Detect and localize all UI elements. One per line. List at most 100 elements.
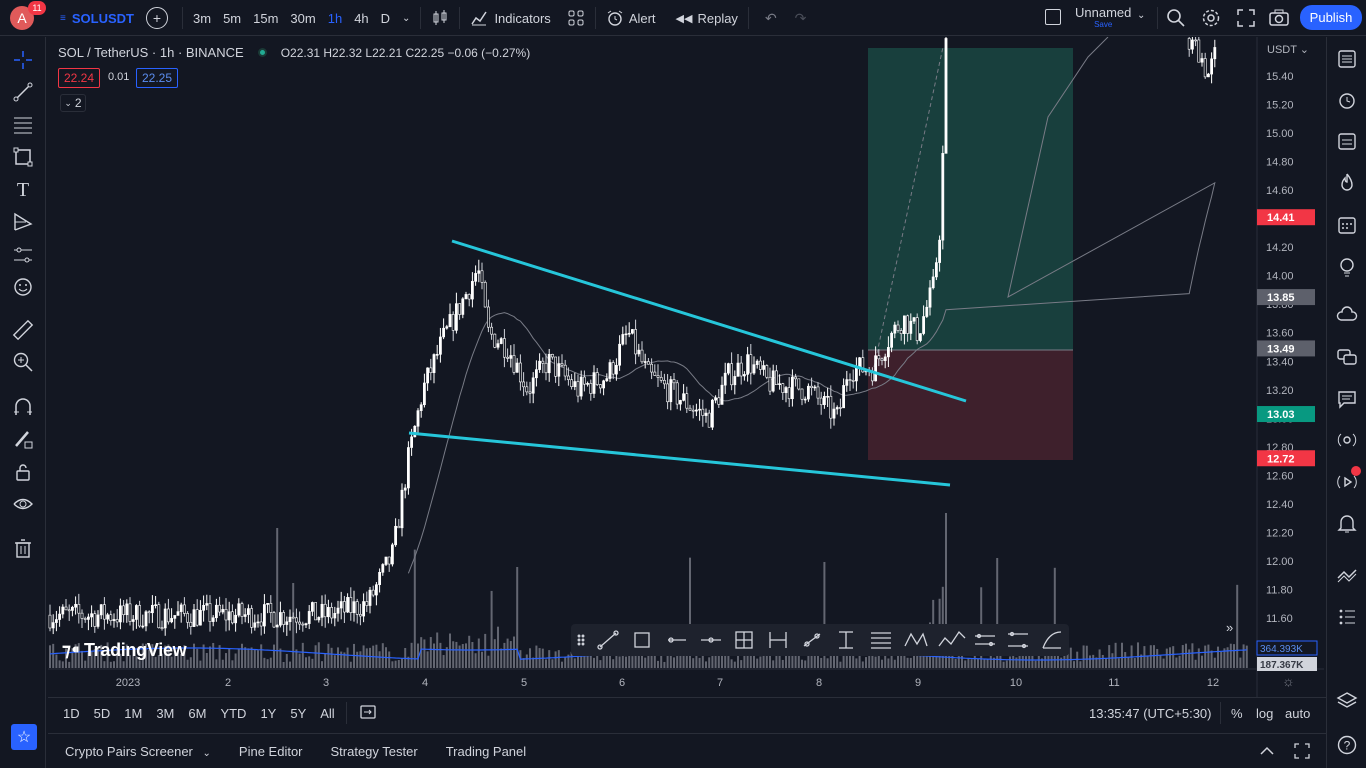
drag-handle-icon[interactable] [577, 634, 585, 646]
fib-retracement-icon[interactable] [11, 113, 35, 137]
projection-icon[interactable] [1008, 631, 1028, 649]
range-all[interactable]: All [320, 705, 335, 721]
upper-trendline[interactable] [451, 239, 967, 403]
range-1d[interactable]: 1D [63, 705, 80, 721]
maximize-panel-icon[interactable] [1293, 742, 1311, 763]
auto-scale-toggle[interactable]: auto [1285, 705, 1311, 721]
tab-crypto-screener[interactable]: Crypto Pairs Screener ⌄ [48, 744, 225, 759]
star-favorites-button[interactable]: ☆ [11, 724, 37, 750]
bell-icon[interactable] [1335, 511, 1359, 535]
redo-icon[interactable]: ↷ [794, 9, 807, 26]
alert-button[interactable]: Alert [600, 0, 662, 36]
trend-chart-icon[interactable] [1335, 563, 1359, 587]
watchlist-icon[interactable] [1335, 47, 1359, 71]
range-3m[interactable]: 3M [156, 705, 175, 721]
broadcast-icon[interactable] [1335, 466, 1361, 494]
loss-zone[interactable] [868, 350, 1073, 460]
ruler-icon[interactable] [11, 318, 35, 342]
chats-icon[interactable] [1335, 345, 1359, 369]
dom-grid-icon[interactable] [1335, 605, 1359, 629]
hotlist-flame-icon[interactable] [1335, 171, 1359, 195]
chart-settings-icon[interactable]: ☼ [1282, 673, 1295, 689]
bid-price[interactable]: 22.24 [58, 68, 100, 88]
publish-button[interactable]: Publish [1300, 5, 1362, 30]
zoom-in-icon[interactable] [11, 350, 35, 374]
eye-icon[interactable] [11, 492, 35, 516]
data-window-icon[interactable] [1335, 129, 1359, 153]
clock-timezone[interactable]: 13:35:47 (UTC+5:30) [1089, 705, 1212, 721]
interval-4h[interactable]: 4h [354, 10, 369, 26]
tab-trading-panel[interactable]: Trading Panel [445, 743, 527, 759]
replay-button[interactable]: ◀◀ Replay [670, 0, 744, 36]
rectangle-icon[interactable] [11, 145, 35, 169]
log-scale-toggle[interactable]: log [1256, 705, 1274, 721]
parallel-channel-icon[interactable] [803, 633, 821, 647]
range-6m[interactable]: 6M [188, 705, 207, 721]
gear-icon[interactable] [1201, 8, 1221, 31]
notes-icon[interactable] [1335, 387, 1359, 411]
symbol-name[interactable]: SOLUSDT [71, 10, 134, 26]
date-range-icon[interactable] [769, 632, 787, 648]
interval-30m[interactable]: 30m [290, 10, 316, 26]
grid-icon[interactable] [735, 631, 753, 649]
horizontal-line-icon[interactable] [701, 637, 721, 643]
trash-icon[interactable] [11, 536, 35, 560]
trend-line-icon[interactable] [11, 80, 35, 104]
chevron-down-icon[interactable]: ⌄ [1137, 10, 1146, 21]
templates-grid-icon[interactable] [561, 0, 591, 36]
elliott-wave-icon[interactable] [938, 630, 966, 647]
lower-trendline[interactable] [408, 431, 951, 487]
signals-icon[interactable] [1335, 428, 1359, 452]
time-axis[interactable]: 2023 2 3 4 5 6 7 8 9 10 11 12 [116, 677, 1219, 689]
crosshair-icon[interactable] [11, 48, 35, 72]
search-icon[interactable] [1166, 8, 1186, 31]
curve-icon[interactable] [1042, 631, 1062, 649]
interval-3m[interactable]: 3m [193, 10, 212, 26]
text-tool-icon[interactable]: T [16, 178, 30, 201]
pattern-icon[interactable] [904, 632, 928, 647]
interval-1h[interactable]: 1h [327, 10, 343, 26]
rectangle-icon[interactable] [634, 632, 650, 648]
chevron-down-icon[interactable]: ⌄ [402, 12, 411, 24]
symbol-search-icon[interactable]: ≡ [60, 12, 66, 24]
alarm-clock-icon[interactable] [1335, 88, 1359, 112]
pencil-lock-icon[interactable] [11, 427, 35, 451]
prediction-icon[interactable] [11, 243, 35, 267]
range-5d[interactable]: 5D [93, 705, 111, 721]
undo-icon[interactable]: ↶ [764, 9, 777, 26]
indicators-button[interactable]: Indicators [464, 0, 556, 36]
price-axis[interactable]: USDT ⌄15.4015.2015.0014.8014.6014.4014.2… [1266, 44, 1309, 625]
range-1m[interactable]: 1M [124, 705, 143, 721]
tab-pine-editor[interactable]: Pine Editor [238, 743, 303, 759]
scroll-to-realtime-icon[interactable]: » [1226, 620, 1234, 635]
goto-date-icon[interactable] [359, 703, 377, 724]
cycle-lines-icon[interactable] [975, 633, 995, 647]
magnet-icon[interactable] [11, 395, 35, 419]
chevron-up-icon[interactable] [1258, 742, 1276, 763]
tradingview-watermark[interactable]: ⁊⁌ TradingView [62, 640, 187, 661]
camera-icon[interactable] [1268, 8, 1290, 31]
layout-checkbox[interactable] [1045, 9, 1061, 25]
compare-button[interactable]: + [146, 7, 168, 29]
fib-lines-icon[interactable] [871, 632, 891, 649]
interval-15m[interactable]: 15m [253, 10, 279, 26]
horizontal-ray-icon[interactable] [668, 637, 686, 643]
percent-scale-toggle[interactable]: % [1231, 705, 1243, 721]
candle-type-icon[interactable] [425, 0, 455, 36]
help-icon[interactable]: ? [1335, 733, 1359, 757]
layout-name-button[interactable]: Unnamed Save [1075, 5, 1131, 29]
tab-strategy-tester[interactable]: Strategy Tester [330, 743, 418, 759]
price-chart[interactable]: USDT ⌄15.4015.2015.0014.8014.6014.4014.2… [48, 36, 1324, 697]
indicators-collapse-button[interactable]: ⌄ 2 [60, 94, 86, 112]
ideas-lightbulb-icon[interactable] [1335, 255, 1359, 279]
lock-icon[interactable] [11, 460, 35, 484]
profit-zone[interactable] [868, 48, 1073, 350]
range-5y[interactable]: 5Y [290, 705, 307, 721]
interval-d[interactable]: D [380, 10, 391, 26]
range-1y[interactable]: 1Y [260, 705, 277, 721]
trend-line-icon[interactable] [597, 630, 619, 650]
symbol-title[interactable]: SOL / TetherUS · 1h · BINANCE [58, 45, 244, 60]
interval-5m[interactable]: 5m [223, 10, 242, 26]
smiley-icon[interactable] [11, 275, 35, 299]
chart-pane[interactable]: USDT ⌄15.4015.2015.0014.8014.6014.4014.2… [48, 36, 1324, 697]
